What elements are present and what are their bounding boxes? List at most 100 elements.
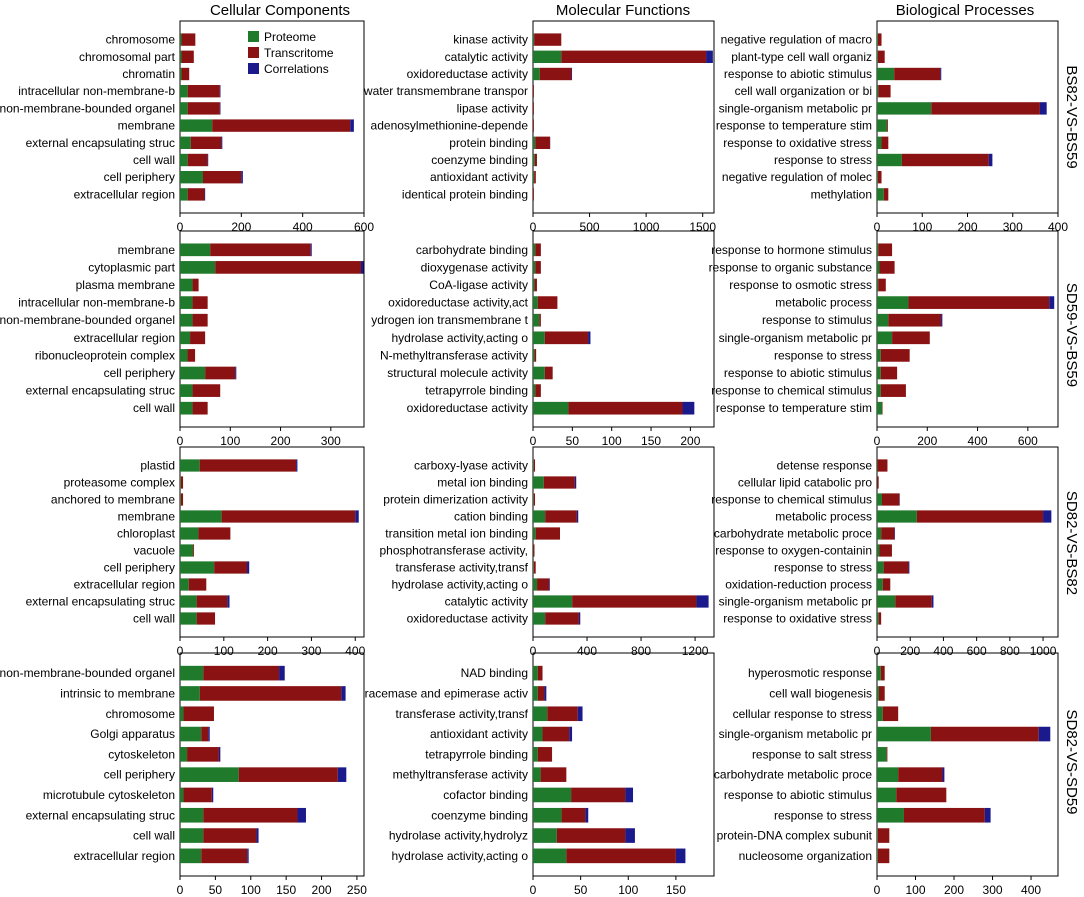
bar-transcritome (187, 747, 219, 762)
bar-proteome (877, 726, 931, 742)
category-label: intrinsic to membrane (60, 686, 175, 700)
panel-frame (876, 446, 1059, 638)
bar-proteome (877, 331, 893, 345)
category-label: intracellular non-membrane-b (18, 84, 175, 98)
bar-correlations (208, 726, 210, 742)
bar-proteome (180, 612, 197, 625)
bar-transcritome (537, 578, 550, 591)
bar-correlations (297, 807, 306, 823)
bar-proteome (180, 807, 204, 823)
bar-proteome (180, 243, 211, 257)
bar-transcritome (540, 767, 567, 782)
bar-transcritome (544, 366, 553, 380)
bar-transcritome (880, 665, 885, 681)
bar-proteome (877, 401, 883, 415)
bar-transcritome (878, 243, 893, 257)
bar-transcritome (192, 296, 208, 309)
category-label: carbohydrate binding (416, 243, 528, 257)
bar-proteome (877, 119, 887, 132)
bar-transcritome (533, 102, 534, 115)
category-label: hydrolase activity,acting o (391, 849, 528, 863)
bar-correlations (310, 243, 312, 257)
bar-transcritome (187, 85, 220, 98)
category-label: membrane (118, 243, 176, 257)
bar-transcritome (187, 349, 196, 362)
bar-proteome (877, 85, 879, 98)
bar-correlations (696, 595, 709, 608)
bar-proteome (877, 278, 879, 292)
bar-transcritome (881, 136, 889, 149)
bar-transcritome (537, 665, 543, 681)
bar-proteome (533, 349, 535, 362)
category-label: nucleosome organization (739, 849, 872, 863)
category-label: negative regulation of molec (722, 170, 872, 184)
category-label: detense response (777, 459, 873, 473)
panel-molecular-functions-sd82-vs-sd59: NAD binding racemase and epimerase activ t… (365, 652, 715, 897)
category-label: identical protein binding (402, 187, 528, 201)
category-label: protein-DNA complex subunit (717, 829, 873, 843)
bar-proteome (180, 384, 193, 397)
bar-transcritome (181, 33, 196, 46)
bar-correlations (241, 171, 243, 184)
bar-transcritome (183, 787, 212, 803)
bar-proteome (180, 349, 188, 362)
x-tick-label: 200 (900, 644, 920, 658)
x-tick-label: 800 (631, 644, 651, 658)
bar-transcritome (238, 767, 338, 782)
panel-frame (532, 652, 715, 877)
x-tick-label: 100 (912, 220, 932, 234)
category-label: cofactor binding (443, 788, 528, 802)
bar-transcritome (192, 384, 221, 397)
x-tick-label: 800 (1000, 644, 1020, 658)
x-tick-label: 100 (905, 883, 925, 897)
bar-proteome (877, 188, 884, 201)
category-label: transferase activity,transf (396, 707, 529, 721)
bar-transcritome (543, 476, 575, 489)
bar-correlations (247, 561, 250, 574)
bar-proteome (180, 366, 206, 380)
x-tick-label: 200 (258, 644, 278, 658)
bar-transcritome (187, 102, 220, 115)
bar-transcritome (877, 171, 882, 184)
bar-transcritome (877, 33, 882, 46)
category-label: response to stress (774, 153, 872, 167)
x-tick-label: 300 (321, 434, 341, 448)
bar-proteome (877, 747, 887, 762)
category-label: plastid (140, 459, 175, 473)
category-label: transition metal ion binding (385, 527, 528, 541)
bar-transcritome (180, 493, 184, 506)
legend-swatch-transcritome (248, 47, 259, 58)
bar-correlations (350, 119, 354, 132)
bar-transcritome (201, 726, 209, 742)
category-label: external encapsulating struc (26, 384, 175, 398)
bar-correlations (219, 102, 221, 115)
bar-proteome (877, 787, 897, 803)
x-tick-label: 150 (641, 434, 661, 448)
bar-correlations (931, 595, 934, 608)
bar-proteome (877, 767, 899, 782)
category-label: cation binding (454, 510, 528, 524)
category-label: metabolic process (775, 510, 872, 524)
bar-transcritome (880, 349, 910, 362)
bar-proteome (533, 296, 538, 309)
bar-proteome (533, 67, 540, 81)
bar-proteome (877, 807, 904, 823)
x-tick-label: 150 (276, 883, 296, 897)
category-label: response to stress (774, 561, 872, 575)
category-label: response to stress (774, 348, 872, 362)
bar-correlations (355, 510, 359, 523)
bar-correlations (211, 787, 214, 803)
x-tick-label: 300 (301, 644, 321, 658)
category-label: single-organism metabolic pr (719, 331, 872, 345)
category-label: single-organism metabolic pr (719, 727, 872, 741)
bar-transcritome (180, 476, 184, 489)
category-label: chloroplast (117, 527, 176, 541)
bar-proteome (533, 747, 538, 762)
category-label: response to temperature stim (716, 401, 872, 415)
bar-proteome (877, 848, 878, 864)
category-label: methyltransferase activity (393, 768, 528, 782)
bar-transcritome (196, 612, 216, 625)
bar-transcritome (894, 67, 941, 81)
row-label-sd82-vs-sd59: SD82-VS-SD59 (1063, 709, 1080, 814)
bar-transcritome (198, 527, 231, 540)
